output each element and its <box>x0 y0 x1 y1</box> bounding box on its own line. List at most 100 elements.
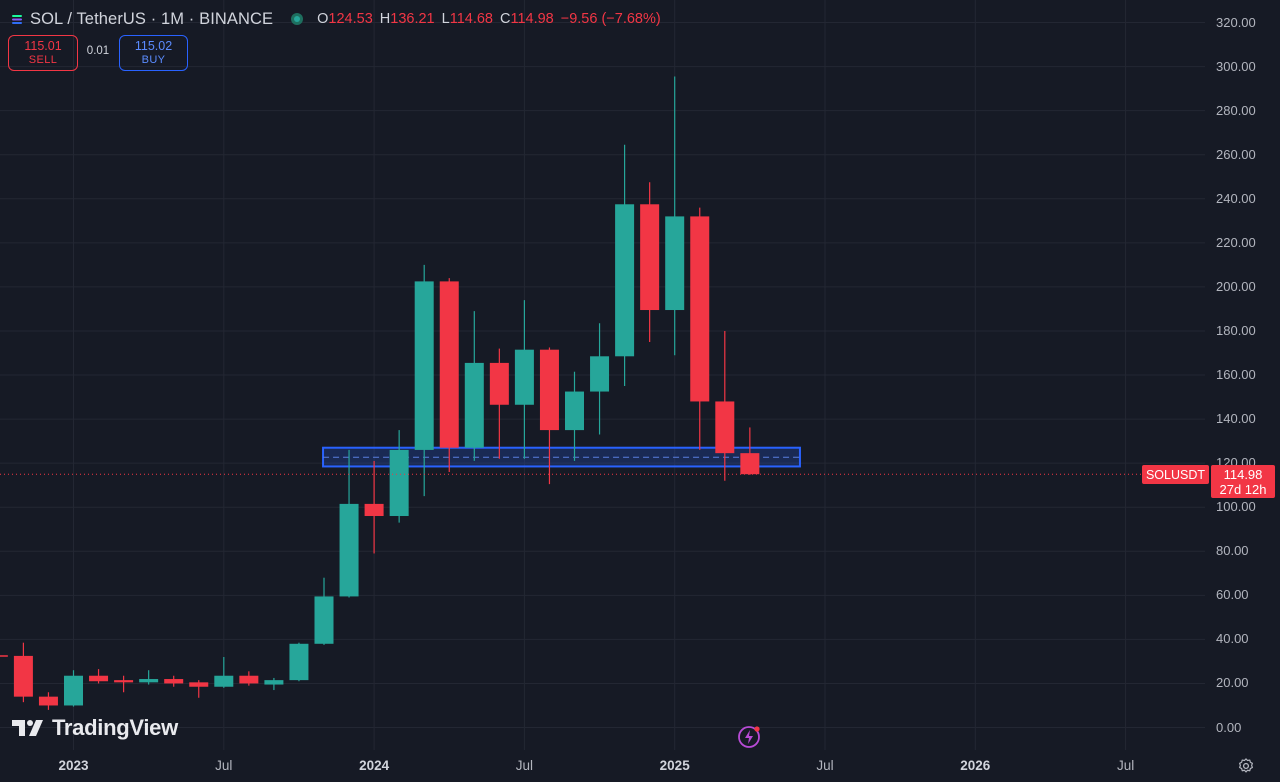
buy-label: BUY <box>141 54 166 66</box>
candle-body <box>690 216 710 402</box>
open-value: 124.53 <box>328 11 373 27</box>
time-axis-label: Jul <box>215 758 233 773</box>
time-axis-label: Jul <box>515 758 534 773</box>
candle[interactable] <box>264 677 284 691</box>
candle[interactable] <box>489 348 509 459</box>
candle[interactable] <box>114 675 134 693</box>
candle[interactable] <box>640 182 660 342</box>
candle[interactable] <box>364 460 384 554</box>
candle[interactable] <box>439 278 459 472</box>
candle[interactable] <box>615 144 635 387</box>
candle-body <box>189 682 209 687</box>
candle-body <box>38 696 58 706</box>
candle-body <box>389 449 409 517</box>
candle[interactable] <box>189 680 209 698</box>
last-price-tag: 114.98 27d 12h <box>1211 465 1275 498</box>
price-axis-label: 240.00 <box>1216 190 1256 206</box>
candle-body <box>314 596 334 644</box>
support-zone[interactable] <box>322 446 801 468</box>
candle[interactable] <box>13 642 33 703</box>
candle[interactable] <box>0 654 8 658</box>
candle-body <box>114 680 134 683</box>
candle-body <box>665 216 685 311</box>
candle-body <box>414 281 434 450</box>
candle[interactable] <box>565 371 584 461</box>
brand-name: TradingView <box>52 715 178 740</box>
candle-body <box>239 675 259 684</box>
symbol-title[interactable]: SOL / TetherUS · 1M · BINANCE <box>30 9 274 28</box>
buy-price: 115.02 <box>134 39 173 53</box>
symbol-header[interactable]: SOL / TetherUS · 1M · BINANCE O124.53 H1… <box>10 8 661 30</box>
bar-countdown: 27d 12h <box>1219 481 1267 497</box>
candle-body <box>640 204 660 311</box>
change-value: −9.56 (−7.68%) <box>560 11 661 27</box>
price-axis-label: 220.00 <box>1216 234 1256 250</box>
time-axis-label: 2026 <box>960 758 991 773</box>
candle-body <box>364 503 384 517</box>
candle[interactable] <box>690 207 710 450</box>
spread-value: 0.01 <box>86 45 110 57</box>
price-axis-label: 40.00 <box>1216 631 1249 647</box>
price-axis-label: 260.00 <box>1216 146 1256 162</box>
candle[interactable] <box>514 300 534 459</box>
candle[interactable] <box>740 427 760 475</box>
price-axis-label: 160.00 <box>1216 367 1256 383</box>
price-axis-label: 140.00 <box>1216 411 1256 427</box>
price-axis-label: 80.00 <box>1216 543 1249 559</box>
time-axis-label: Jul <box>816 758 834 773</box>
candles[interactable] <box>0 76 760 710</box>
symbol-price-tag: SOLUSDT <box>1142 465 1209 484</box>
ohlc-values: O124.53 H136.21 L114.68 C114.98 −9.56 (−… <box>317 11 661 27</box>
price-axis-label: 200.00 <box>1216 278 1256 294</box>
open-label: O <box>317 11 329 27</box>
buy-button[interactable]: 115.02 BUY <box>119 35 188 71</box>
candle-body <box>289 643 309 681</box>
sell-button[interactable]: 115.01 SELL <box>8 35 78 71</box>
close-label: C <box>499 11 511 27</box>
candle[interactable] <box>64 670 83 707</box>
price-axis-label: 320.00 <box>1216 14 1256 30</box>
price-axis-label: 100.00 <box>1216 499 1256 515</box>
candle-body <box>264 680 284 685</box>
candle-body <box>514 349 534 405</box>
candle[interactable] <box>239 671 259 686</box>
candle[interactable] <box>715 330 735 481</box>
price-axis-label: 280.00 <box>1216 102 1256 118</box>
candle-body <box>214 675 234 687</box>
tradingview-logo-icon <box>12 720 43 736</box>
candle[interactable] <box>38 692 58 710</box>
time-axis-label: Jul <box>1116 758 1135 773</box>
low-value: 114.68 <box>449 11 493 27</box>
candle-body <box>615 204 635 357</box>
candle-body <box>740 453 760 475</box>
candle[interactable] <box>665 76 685 356</box>
candle[interactable] <box>414 264 434 497</box>
candle[interactable] <box>139 670 159 685</box>
candle-body <box>164 679 184 684</box>
flash-icon[interactable] <box>737 725 761 749</box>
price-axis-label: 180.00 <box>1216 322 1256 338</box>
candle[interactable] <box>289 642 309 682</box>
candle[interactable] <box>389 430 409 523</box>
candle[interactable] <box>314 577 334 645</box>
candle[interactable] <box>464 311 484 461</box>
candle-body <box>139 679 159 683</box>
price-axis-label: 20.00 <box>1216 675 1249 691</box>
candle[interactable] <box>164 675 184 687</box>
low-label: L <box>441 11 450 27</box>
candle[interactable] <box>89 669 109 684</box>
candle[interactable] <box>339 449 359 598</box>
candle-body <box>590 356 610 392</box>
candle[interactable] <box>590 323 610 435</box>
close-value: 114.98 <box>510 11 554 27</box>
price-axis-label: 0.00 <box>1216 719 1242 735</box>
candle[interactable] <box>539 347 559 485</box>
candle[interactable] <box>214 657 234 688</box>
gear-icon[interactable] <box>1237 757 1255 775</box>
candle-body <box>339 503 359 597</box>
candle-body <box>13 655 33 697</box>
candle-body <box>64 675 83 706</box>
tradingview-logo[interactable]: TradingView <box>12 715 178 741</box>
candle-body <box>565 391 584 431</box>
